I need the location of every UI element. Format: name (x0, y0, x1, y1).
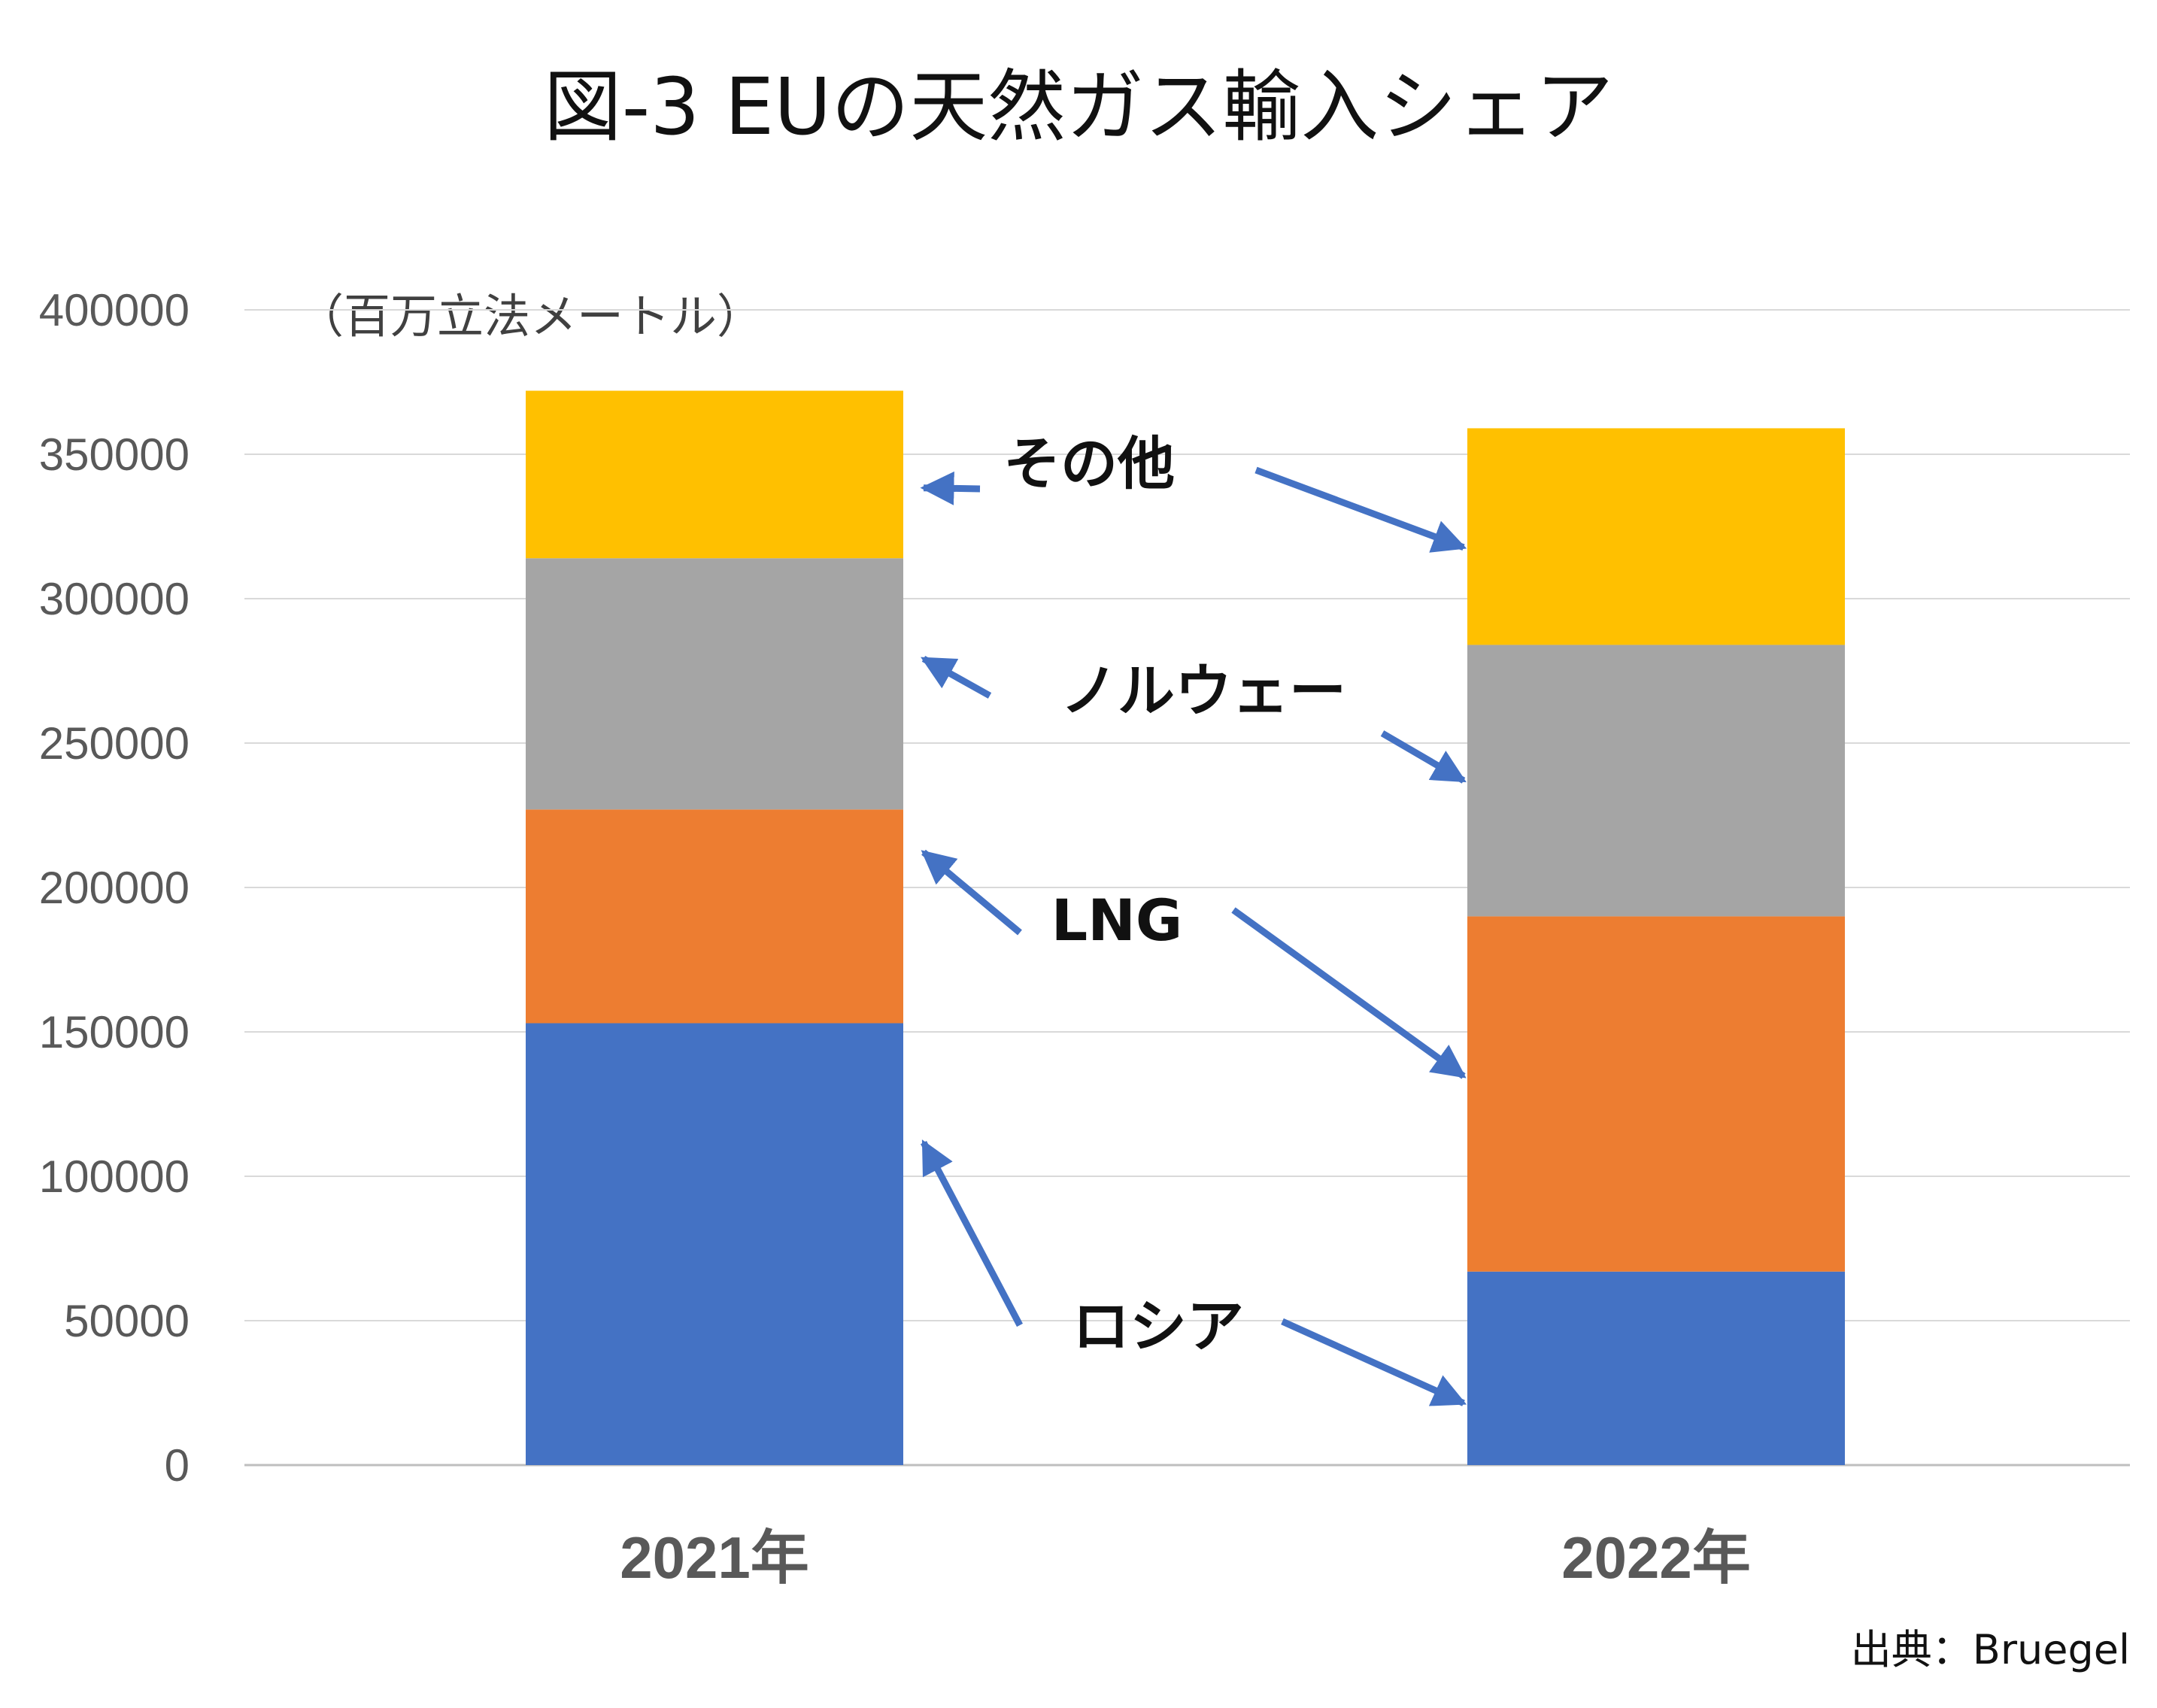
source-label: 出典：Bruegel (1851, 1626, 2130, 1673)
y-tick-label: 250000 (39, 718, 190, 769)
bar-segment (526, 809, 903, 1024)
bar-segment (526, 558, 903, 810)
annotation-arrow (1281, 1318, 1467, 1406)
y-axis-ticks: 0 50000 100000 150000 200000 250000 300000 3500… (39, 285, 190, 1491)
y-tick-label: 350000 (39, 429, 190, 480)
y-tick-label: 150000 (39, 1007, 190, 1057)
y-tick-label: 100000 (39, 1151, 190, 1202)
annotation-arrow (920, 471, 981, 505)
bar-segment (526, 390, 903, 559)
series-label: ロシア (1072, 1293, 1244, 1360)
annotation-arrow (1380, 730, 1467, 784)
annotation-arrow (921, 849, 1022, 936)
y-tick-label: 0 (165, 1440, 190, 1491)
unit-label: （百万立法メートル） (297, 289, 763, 344)
series-label: LNG (1051, 887, 1182, 954)
annotation-arrow (921, 655, 992, 699)
series-label: ノルウェー (1060, 657, 1346, 724)
bar-segment (1467, 916, 1845, 1272)
y-tick-label: 50000 (64, 1296, 190, 1346)
annotation-arrow (1231, 907, 1467, 1079)
bar-segment (1467, 1271, 1845, 1465)
bar-segment (1467, 428, 1845, 645)
series-annotations: ロシア LNG ノルウェー その他 (920, 430, 1467, 1406)
annotation-arrow (1254, 466, 1467, 553)
bar-segment (526, 1023, 903, 1465)
x-axis-ticks: 2021年 2022年 (620, 1524, 1751, 1591)
bar-segment (1467, 645, 1845, 917)
y-tick-label: 400000 (39, 285, 190, 335)
chart-title: 図-3 EUの天然ガス輸入シェア (544, 61, 1614, 153)
y-tick-label: 300000 (39, 574, 190, 624)
y-tick-label: 200000 (39, 863, 190, 913)
annotation-arrow (921, 1139, 1023, 1327)
bars (526, 390, 1845, 1465)
x-tick-label: 2021年 (620, 1524, 809, 1591)
x-tick-label: 2022年 (1561, 1524, 1751, 1591)
series-label: その他 (1003, 430, 1175, 497)
